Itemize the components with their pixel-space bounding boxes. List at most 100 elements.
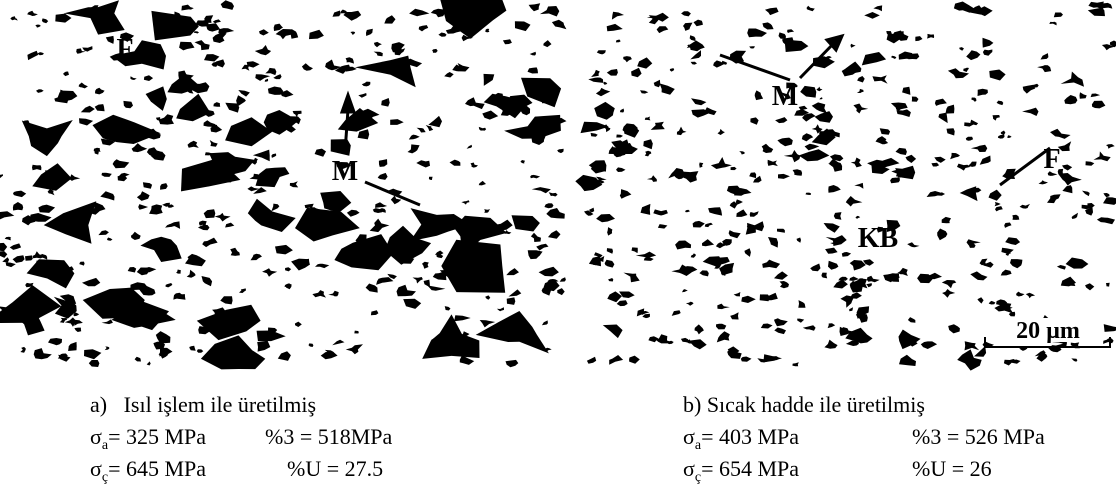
speck (702, 239, 714, 246)
speck (749, 172, 756, 178)
speck (815, 111, 833, 123)
speck (1086, 161, 1095, 166)
speck (896, 148, 907, 155)
speck (632, 247, 638, 253)
speck (375, 202, 387, 208)
speck (251, 254, 263, 260)
speck (213, 102, 220, 107)
speck (1022, 108, 1038, 116)
speck (397, 285, 417, 297)
speck (159, 114, 174, 124)
speck (747, 29, 767, 38)
speck (529, 3, 541, 11)
speck (497, 307, 504, 311)
speck (84, 349, 101, 359)
speck (825, 248, 838, 254)
speck (1054, 13, 1063, 18)
speck (711, 157, 732, 169)
speck (930, 273, 943, 280)
speck (450, 160, 461, 166)
speck (147, 361, 151, 365)
speck (934, 157, 945, 163)
arrow-head (342, 95, 354, 112)
speck (102, 319, 113, 324)
speck (690, 41, 705, 52)
speck (750, 117, 758, 124)
speck (799, 106, 808, 110)
speck (507, 297, 516, 305)
speck (607, 69, 618, 76)
speck (797, 319, 804, 323)
phase-label: M (332, 156, 358, 187)
speck (485, 29, 489, 33)
speck (1091, 94, 1101, 98)
speck (616, 135, 623, 138)
speck (824, 340, 837, 349)
speck (548, 230, 561, 239)
speck (803, 325, 816, 331)
speck (156, 331, 171, 343)
speck (528, 250, 543, 259)
stress-extra: %3 = 518MPa (265, 424, 393, 449)
speck (851, 158, 862, 168)
speck (413, 277, 423, 284)
speck (242, 65, 250, 71)
speck (428, 116, 442, 127)
speck (293, 111, 302, 118)
speck (221, 0, 234, 10)
speck (22, 120, 73, 156)
speck (257, 331, 286, 342)
speck (906, 155, 917, 163)
speck (1104, 324, 1116, 332)
speck (966, 137, 973, 141)
speck (530, 52, 536, 56)
speck (1092, 101, 1106, 109)
speck (780, 281, 790, 288)
speck (937, 229, 947, 241)
symbol: σ (683, 456, 695, 481)
speck (690, 35, 696, 41)
speck (997, 101, 1004, 106)
speck (587, 357, 596, 364)
speck (866, 283, 872, 287)
speck (785, 40, 809, 52)
speck (996, 299, 1007, 305)
speck (828, 323, 836, 328)
speck (13, 202, 23, 211)
speck (531, 136, 545, 145)
speck (616, 167, 626, 172)
speck (755, 90, 763, 100)
phase-label: F (1043, 144, 1060, 175)
speck (761, 324, 773, 329)
speck (1087, 203, 1095, 208)
speck (332, 340, 344, 345)
speck (880, 128, 890, 135)
speck (79, 83, 88, 89)
speck (774, 318, 788, 326)
speck (409, 9, 429, 16)
speck (623, 273, 639, 283)
speck (603, 82, 607, 85)
speck (777, 138, 792, 147)
speck (750, 211, 759, 217)
speck (13, 255, 25, 263)
speck (381, 98, 390, 107)
speck (431, 9, 445, 18)
speck (503, 39, 512, 44)
speck (89, 360, 100, 367)
speck (648, 336, 658, 342)
speck (419, 25, 429, 31)
speck (718, 129, 725, 135)
speck (479, 127, 486, 131)
value: = 403 MPa (701, 424, 799, 449)
speck (63, 91, 77, 102)
speck (95, 104, 105, 111)
speck (846, 196, 863, 207)
speck (544, 203, 553, 208)
stress-line: σa= 403 MPa (683, 424, 799, 453)
speck (191, 82, 210, 93)
speck (179, 42, 194, 51)
speck (1005, 237, 1020, 245)
speck (265, 79, 268, 82)
speck (137, 191, 150, 201)
